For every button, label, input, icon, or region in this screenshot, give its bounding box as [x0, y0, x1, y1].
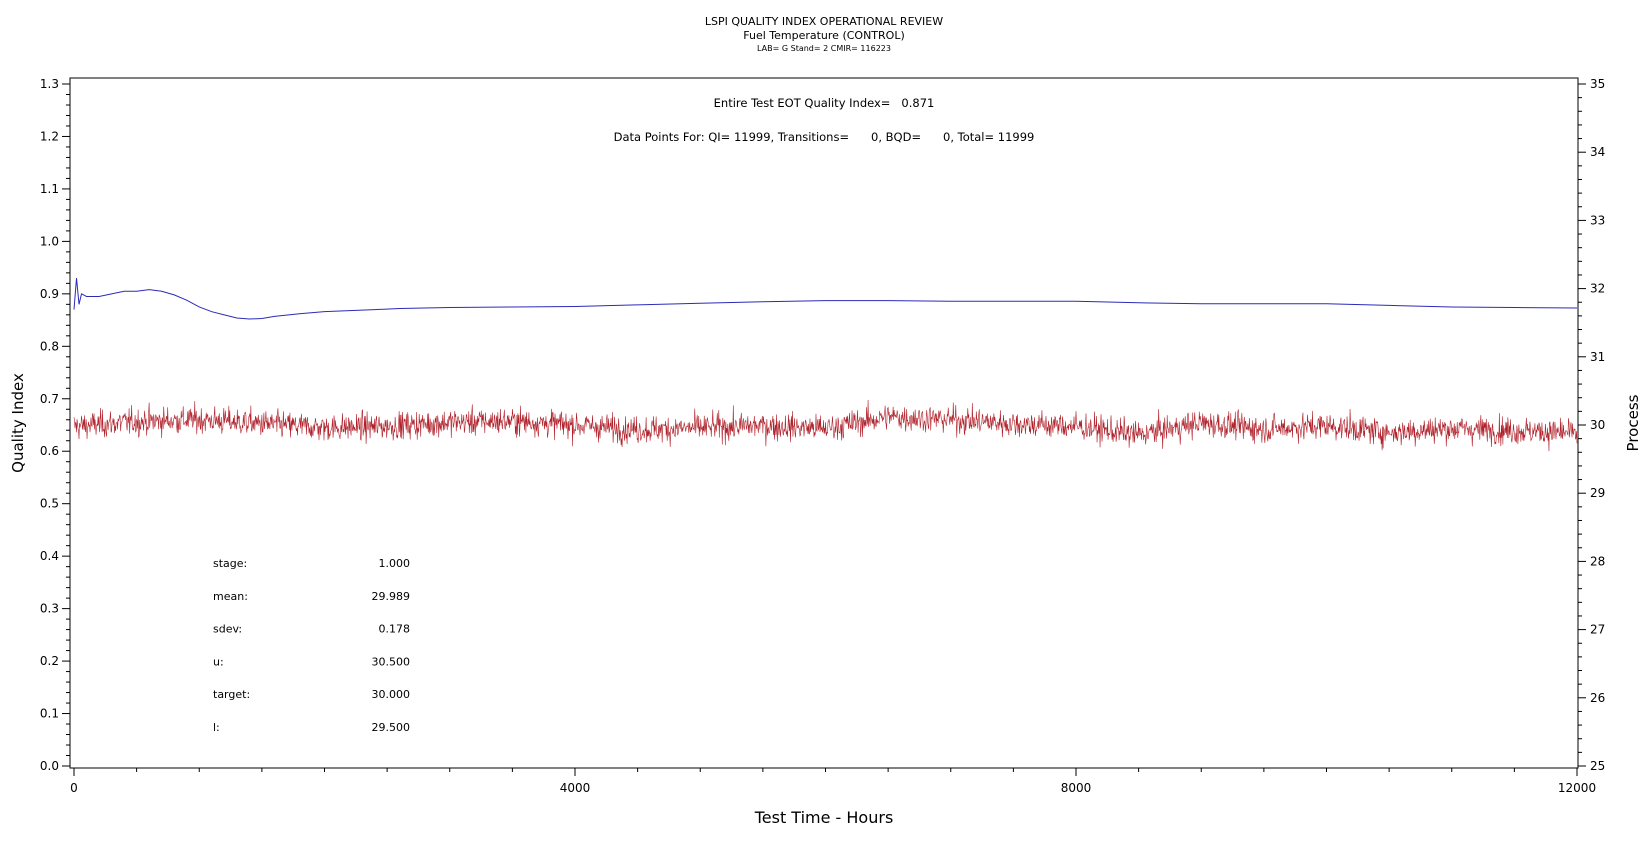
chart-title: LSPI QUALITY INDEX OPERATIONAL REVIEW [705, 15, 943, 28]
y-left-tick-label: 1.3 [40, 77, 59, 91]
y-right-tick-label: 35 [1590, 77, 1605, 91]
y-left-tick-label: 0.1 [40, 707, 59, 721]
series-group [73, 278, 1578, 452]
plot-frame [69, 77, 1579, 769]
stat-value: 30.500 [372, 655, 411, 668]
annotation-quality-index: Entire Test EOT Quality Index= 0.871 [714, 96, 935, 110]
y-right-tick-label: 32 [1590, 282, 1605, 296]
x-tick-label: 12000 [1558, 781, 1596, 795]
y-left-tick-label: 0.3 [40, 602, 59, 616]
y-left-tick-label: 0.5 [40, 497, 59, 511]
y-right-tick-label: 27 [1590, 623, 1605, 637]
x-tick-label: 0 [70, 781, 78, 795]
y-right-tick-label: 33 [1590, 213, 1605, 227]
y-right-tick-label: 25 [1590, 759, 1605, 773]
stat-label: sdev: [213, 623, 242, 636]
stat-label: l: [213, 721, 220, 734]
y-right-tick-label: 34 [1590, 145, 1605, 159]
y-axis-right-label: Process [1624, 394, 1642, 451]
y-right-tick-label: 28 [1590, 554, 1605, 568]
x-axis-label: Test Time - Hours [754, 808, 894, 827]
chart-subtitle-2: LAB= G Stand= 2 CMIR= 116223 [757, 44, 891, 53]
stat-value: 0.178 [379, 623, 411, 636]
annotation-data-points: Data Points For: QI= 11999, Transitions=… [614, 130, 1035, 144]
stats-block: stage: 1.000 mean: 29.989 sdev: 0.178 u: 30.500… [213, 557, 410, 734]
process-series-line [73, 399, 1578, 452]
y-left-tick-label: 0.8 [40, 339, 59, 353]
y-left-tick-label: 0.2 [40, 654, 59, 668]
y-right-tick-label: 29 [1590, 486, 1605, 500]
stat-label: mean: [213, 590, 248, 603]
y-left-tick-label: 1.2 [40, 129, 59, 143]
y-left-tick-label: 1.0 [40, 234, 59, 248]
y-left-tick-label: 0.0 [40, 759, 59, 773]
y-right-tick-label: 30 [1590, 418, 1605, 432]
x-tick-label: 8000 [1061, 781, 1092, 795]
stat-value: 29.500 [372, 721, 411, 734]
axis-ticks: 0.0 0.1 0.2 0.3 0.4 0.5 0.6 0.7 0.8 0.9 1.0 1.1 1.2 1… [40, 77, 1605, 795]
stat-value: 29.989 [372, 590, 411, 603]
y-right-tick-label: 31 [1590, 350, 1605, 364]
stat-label: target: [213, 688, 250, 701]
y-axis-left-label: Quality Index [9, 373, 27, 473]
y-left-tick-label: 0.4 [40, 549, 59, 563]
x-tick-label: 4000 [560, 781, 591, 795]
quality-index-series-line [73, 278, 1578, 320]
y-left-tick-label: 0.9 [40, 287, 59, 301]
chart-subtitle: Fuel Temperature (CONTROL) [743, 29, 905, 42]
stat-label: u: [213, 655, 224, 668]
stat-value: 1.000 [379, 557, 411, 570]
stat-label: stage: [213, 557, 247, 570]
y-left-tick-label: 0.6 [40, 444, 59, 458]
stat-value: 30.000 [372, 688, 411, 701]
y-right-tick-label: 26 [1590, 691, 1605, 705]
y-left-tick-label: 0.7 [40, 392, 59, 406]
y-left-tick-label: 1.1 [40, 182, 59, 196]
